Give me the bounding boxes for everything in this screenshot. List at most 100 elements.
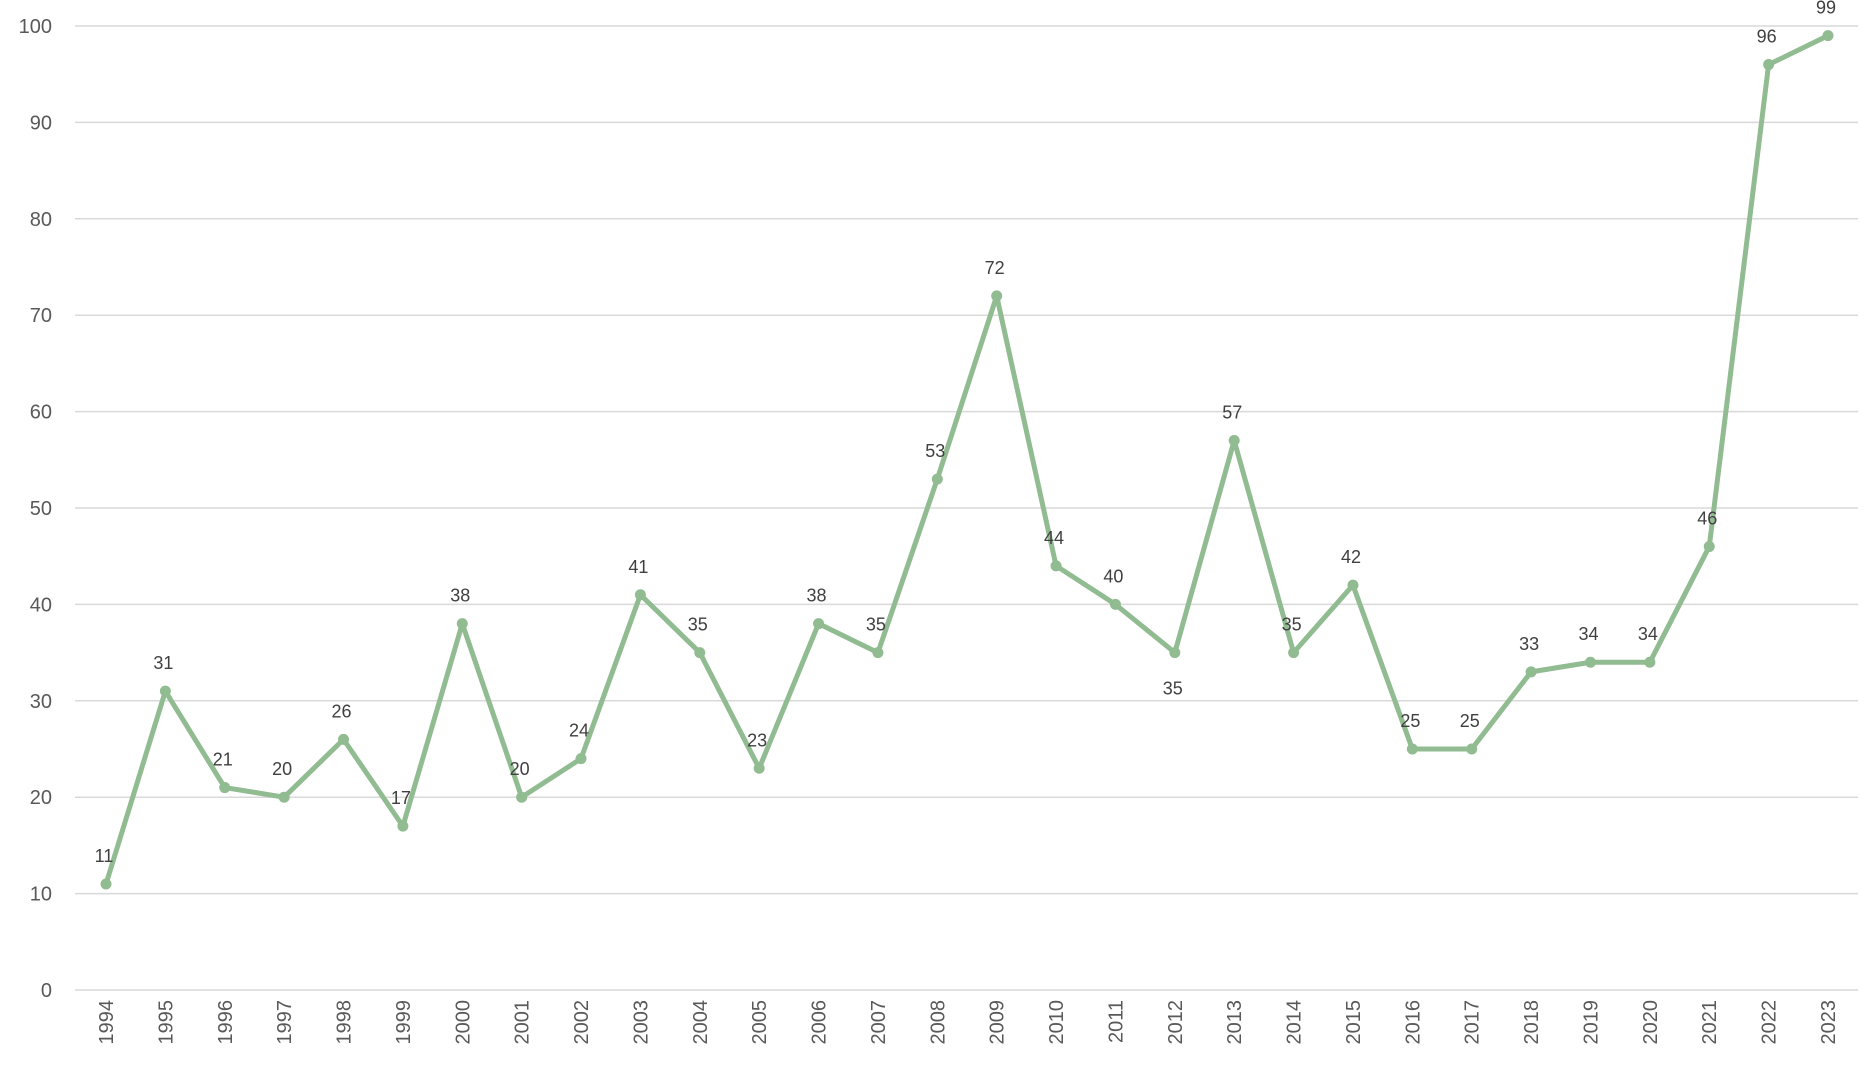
- y-tick-label: 70: [30, 305, 52, 327]
- y-tick-label: 50: [30, 498, 52, 520]
- data-point: [159, 685, 171, 697]
- x-tick-label: 1995: [155, 1000, 177, 1045]
- data-point: [100, 878, 112, 890]
- data-label: 72: [985, 258, 1005, 278]
- data-point: [1703, 541, 1715, 553]
- x-tick-label: 2007: [868, 1000, 890, 1045]
- x-tick-label: 2014: [1284, 1000, 1306, 1045]
- x-tick-label: 2010: [1046, 1000, 1068, 1045]
- data-point: [516, 791, 528, 803]
- data-label: 11: [95, 846, 114, 866]
- data-label: 35: [866, 615, 886, 635]
- data-label: 23: [747, 730, 767, 750]
- data-point: [1763, 59, 1775, 71]
- data-point: [634, 589, 646, 601]
- x-tick-label: 2004: [690, 1000, 712, 1045]
- data-point: [1525, 666, 1537, 678]
- data-point: [1584, 656, 1596, 668]
- data-label: 57: [1222, 403, 1242, 423]
- data-point: [1228, 435, 1240, 447]
- x-tick-label: 2005: [749, 1000, 771, 1045]
- data-label: 99: [1816, 0, 1836, 18]
- y-tick-label: 80: [30, 209, 52, 231]
- data-point: [278, 791, 290, 803]
- data-point: [575, 753, 587, 765]
- x-tick-label: 2016: [1402, 1000, 1424, 1045]
- data-label: 96: [1757, 27, 1777, 47]
- x-tick-label: 2019: [1580, 1000, 1602, 1045]
- y-tick-label: 100: [19, 16, 52, 38]
- x-tick-label: 2003: [630, 1000, 652, 1045]
- data-label: 35: [1282, 615, 1302, 635]
- data-label: 33: [1519, 634, 1539, 654]
- data-label: 34: [1578, 624, 1598, 644]
- x-tick-label: 2017: [1462, 1000, 1484, 1045]
- data-label: 42: [1341, 547, 1361, 567]
- x-tick-label: 2011: [1105, 1000, 1127, 1043]
- y-tick-label: 60: [30, 402, 52, 424]
- x-tick-label: 1998: [334, 1000, 356, 1045]
- data-label: 44: [1044, 528, 1064, 548]
- data-point: [1347, 579, 1359, 591]
- data-label: 26: [332, 701, 352, 721]
- data-label: 41: [628, 557, 648, 577]
- x-tick-label: 1996: [215, 1000, 237, 1045]
- data-label: 20: [510, 759, 530, 779]
- data-label: 38: [450, 586, 470, 606]
- x-tick-label: 2015: [1343, 1000, 1365, 1045]
- data-label: 25: [1460, 711, 1480, 731]
- x-tick-label: 2021: [1699, 1000, 1721, 1045]
- data-point: [219, 782, 231, 794]
- y-tick-label: 90: [30, 112, 52, 134]
- data-point: [1050, 560, 1062, 572]
- x-tick-label: 2018: [1521, 1000, 1543, 1045]
- x-tick-label: 1994: [96, 1000, 118, 1045]
- data-label: 20: [272, 759, 292, 779]
- data-label: 53: [925, 441, 945, 461]
- x-tick-label: 2013: [1224, 1000, 1246, 1045]
- data-point: [991, 290, 1003, 302]
- x-tick-label: 2006: [809, 1000, 831, 1045]
- data-label: 21: [213, 750, 233, 770]
- data-label: 25: [1400, 711, 1420, 731]
- data-label: 24: [569, 721, 589, 741]
- data-point: [872, 647, 884, 659]
- y-tick-label: 10: [30, 884, 52, 906]
- y-tick-label: 40: [30, 594, 52, 616]
- data-label: 40: [1103, 566, 1123, 586]
- data-label: 17: [391, 788, 411, 808]
- x-tick-label: 2020: [1640, 1000, 1662, 1045]
- data-point: [1644, 656, 1656, 668]
- data-point: [397, 820, 409, 832]
- data-point: [1406, 743, 1418, 755]
- data-point: [1288, 647, 1300, 659]
- data-label: 35: [688, 615, 708, 635]
- x-tick-label: 2000: [452, 1000, 474, 1045]
- data-point: [1109, 598, 1121, 610]
- data-point: [338, 733, 350, 745]
- data-point: [1466, 743, 1478, 755]
- x-tick-label: 2009: [987, 1000, 1009, 1045]
- data-point: [931, 473, 943, 485]
- data-point: [753, 762, 765, 774]
- x-tick-label: 1997: [274, 1000, 296, 1045]
- data-point: [813, 618, 825, 630]
- x-tick-label: 2002: [571, 1000, 593, 1045]
- x-tick-label: 2001: [512, 1000, 534, 1045]
- series-line: [103, 33, 1830, 885]
- x-tick-label: 2022: [1759, 1000, 1781, 1045]
- y-tick-label: 0: [41, 980, 52, 1002]
- x-tick-label: 2008: [927, 1000, 949, 1045]
- data-label: 38: [807, 586, 827, 606]
- data-label: 35: [1163, 679, 1183, 699]
- x-tick-label: 2023: [1818, 1000, 1840, 1045]
- y-tick-label: 20: [30, 787, 52, 809]
- y-tick-label: 30: [30, 691, 52, 713]
- data-point: [456, 618, 468, 630]
- data-label: 31: [153, 653, 173, 673]
- data-label: 46: [1697, 509, 1717, 529]
- data-label: 34: [1638, 624, 1658, 644]
- data-point: [1822, 30, 1834, 42]
- data-point: [694, 647, 706, 659]
